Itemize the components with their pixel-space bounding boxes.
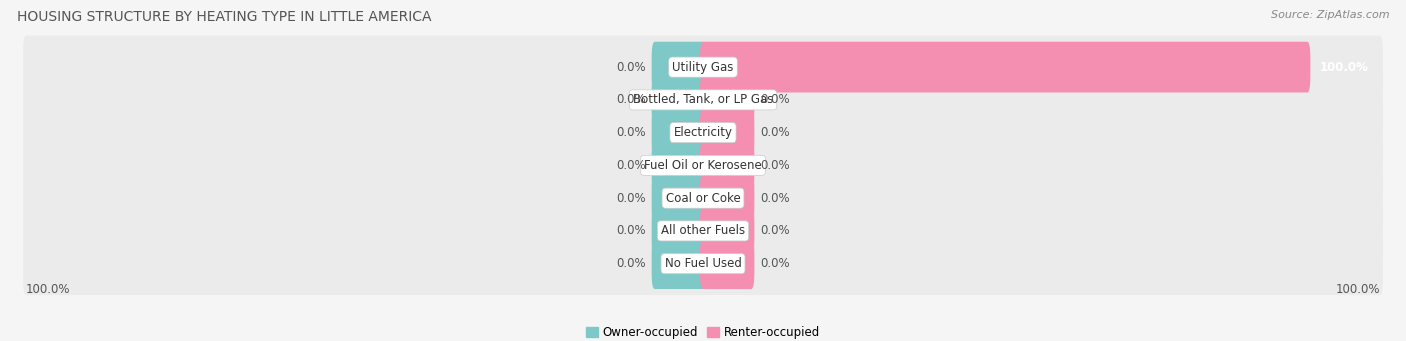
FancyBboxPatch shape	[22, 134, 1384, 197]
FancyBboxPatch shape	[651, 42, 706, 92]
FancyBboxPatch shape	[22, 232, 1384, 295]
FancyBboxPatch shape	[700, 42, 1310, 92]
FancyBboxPatch shape	[651, 74, 706, 125]
FancyBboxPatch shape	[651, 238, 706, 289]
FancyBboxPatch shape	[700, 206, 755, 256]
FancyBboxPatch shape	[22, 69, 1384, 131]
FancyBboxPatch shape	[700, 173, 755, 223]
Legend: Owner-occupied, Renter-occupied: Owner-occupied, Renter-occupied	[586, 326, 820, 339]
FancyBboxPatch shape	[651, 140, 706, 191]
FancyBboxPatch shape	[651, 173, 706, 223]
FancyBboxPatch shape	[22, 167, 1384, 229]
FancyBboxPatch shape	[651, 107, 706, 158]
Text: 0.0%: 0.0%	[616, 224, 645, 237]
Text: Electricity: Electricity	[673, 126, 733, 139]
Text: Source: ZipAtlas.com: Source: ZipAtlas.com	[1271, 10, 1389, 20]
Text: HOUSING STRUCTURE BY HEATING TYPE IN LITTLE AMERICA: HOUSING STRUCTURE BY HEATING TYPE IN LIT…	[17, 10, 432, 24]
Text: 0.0%: 0.0%	[761, 257, 790, 270]
FancyBboxPatch shape	[651, 206, 706, 256]
Text: 0.0%: 0.0%	[616, 126, 645, 139]
Text: Fuel Oil or Kerosene: Fuel Oil or Kerosene	[644, 159, 762, 172]
Text: No Fuel Used: No Fuel Used	[665, 257, 741, 270]
Text: 0.0%: 0.0%	[616, 257, 645, 270]
Text: 0.0%: 0.0%	[616, 61, 645, 74]
Text: 100.0%: 100.0%	[1336, 283, 1379, 296]
FancyBboxPatch shape	[22, 36, 1384, 99]
Text: 0.0%: 0.0%	[761, 126, 790, 139]
Text: 0.0%: 0.0%	[616, 159, 645, 172]
FancyBboxPatch shape	[700, 140, 755, 191]
Text: 0.0%: 0.0%	[761, 224, 790, 237]
Text: Bottled, Tank, or LP Gas: Bottled, Tank, or LP Gas	[633, 93, 773, 106]
FancyBboxPatch shape	[700, 107, 755, 158]
Text: 0.0%: 0.0%	[761, 192, 790, 205]
Text: 100.0%: 100.0%	[1319, 61, 1368, 74]
Text: 0.0%: 0.0%	[761, 159, 790, 172]
FancyBboxPatch shape	[700, 238, 755, 289]
FancyBboxPatch shape	[22, 199, 1384, 262]
Text: Utility Gas: Utility Gas	[672, 61, 734, 74]
Text: 0.0%: 0.0%	[616, 192, 645, 205]
Text: All other Fuels: All other Fuels	[661, 224, 745, 237]
Text: 100.0%: 100.0%	[27, 283, 70, 296]
Text: Coal or Coke: Coal or Coke	[665, 192, 741, 205]
FancyBboxPatch shape	[22, 101, 1384, 164]
FancyBboxPatch shape	[700, 74, 755, 125]
Text: 0.0%: 0.0%	[616, 93, 645, 106]
Text: 0.0%: 0.0%	[761, 93, 790, 106]
